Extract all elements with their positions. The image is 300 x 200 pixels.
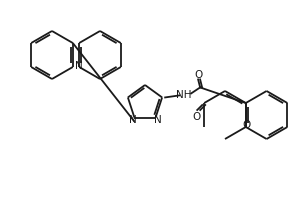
Text: N: N bbox=[128, 115, 136, 125]
Text: O: O bbox=[243, 120, 251, 130]
Text: N: N bbox=[154, 115, 161, 125]
Text: N: N bbox=[75, 61, 83, 71]
Text: NH: NH bbox=[176, 90, 192, 100]
Text: O: O bbox=[194, 70, 202, 80]
Text: O: O bbox=[192, 112, 200, 122]
